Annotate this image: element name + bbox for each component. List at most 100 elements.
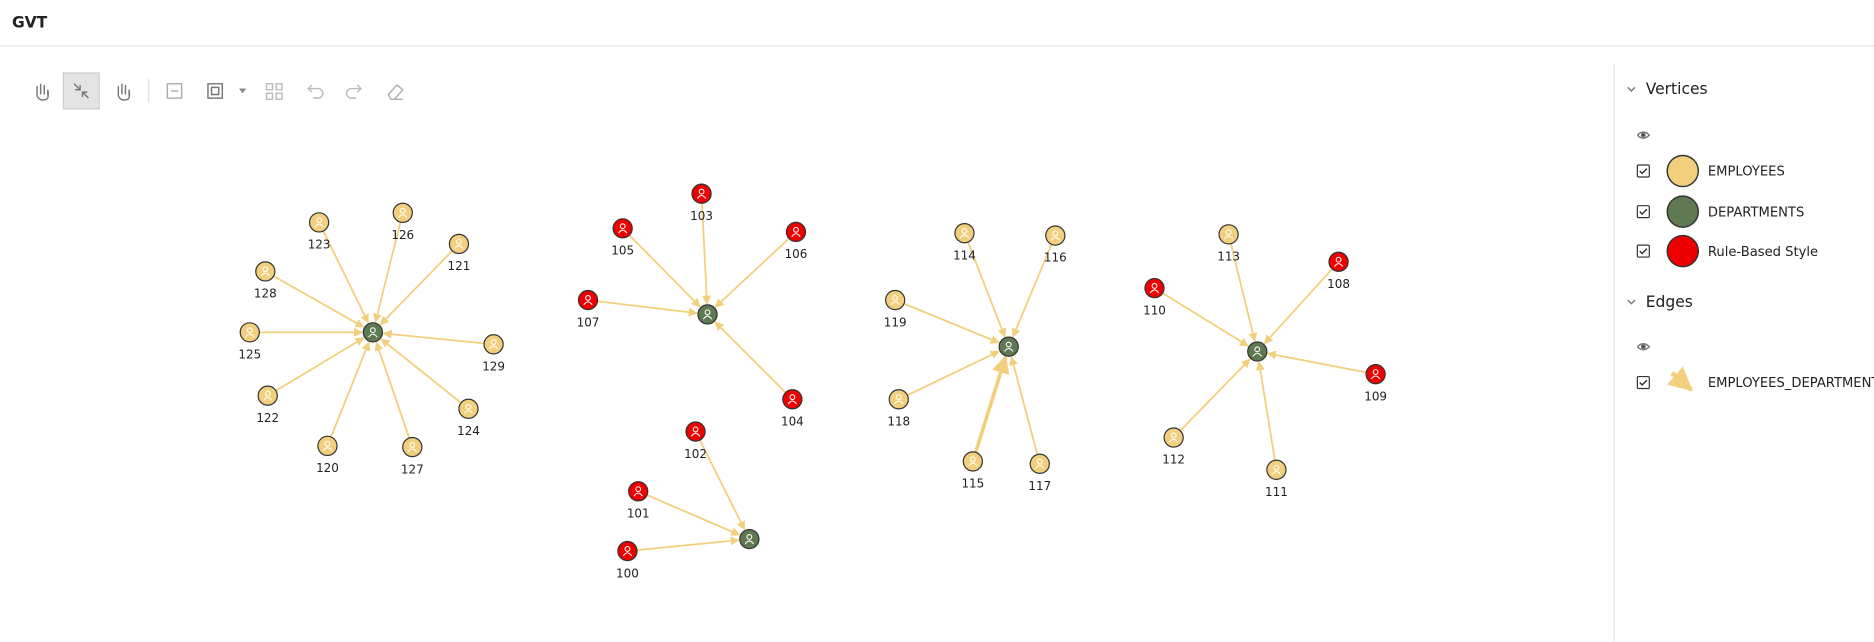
edge[interactable] [330, 341, 371, 438]
edge[interactable] [903, 302, 1000, 344]
pan-button[interactable] [36, 83, 49, 101]
edge[interactable] [646, 494, 741, 536]
vertex[interactable] [954, 222, 975, 244]
edges-heading: Edges [1646, 293, 1693, 311]
vertices-visibility[interactable] [1636, 131, 1651, 139]
vertex[interactable] [782, 389, 803, 410]
edge[interactable] [374, 341, 411, 439]
vertex[interactable] [1144, 277, 1165, 299]
vertex[interactable] [888, 389, 909, 410]
vertex[interactable] [1328, 251, 1349, 272]
vertex-label: 113 [1217, 250, 1240, 264]
edge[interactable] [382, 329, 485, 345]
vertex[interactable] [885, 289, 906, 311]
collapse-button[interactable] [166, 83, 183, 99]
edge[interactable] [273, 275, 365, 328]
vertex-label: 124 [457, 424, 480, 438]
vertex[interactable] [362, 322, 384, 343]
edge[interactable] [1179, 358, 1251, 432]
edge[interactable] [967, 241, 1007, 338]
vertex-label: 127 [401, 462, 424, 476]
vertex[interactable] [785, 221, 807, 243]
select-button[interactable] [117, 83, 131, 101]
edge[interactable] [701, 203, 712, 305]
vertex-icon-head [1151, 283, 1158, 289]
vertex-icon-body [1169, 438, 1179, 443]
group-button[interactable] [265, 83, 283, 101]
vertex[interactable] [255, 261, 276, 282]
edge[interactable] [322, 230, 369, 324]
vertex[interactable] [1218, 224, 1239, 245]
undo-button[interactable] [307, 84, 324, 99]
vertex[interactable] [1029, 453, 1050, 474]
vertex[interactable] [998, 336, 1019, 357]
edge[interactable] [906, 350, 1000, 396]
edges-chevron[interactable] [1627, 299, 1636, 305]
layout-dropdown[interactable] [239, 88, 247, 94]
vertex[interactable] [257, 385, 278, 406]
checkbox[interactable] [1636, 164, 1650, 178]
vertex[interactable] [577, 289, 599, 311]
vertex[interactable] [1163, 427, 1184, 448]
edge[interactable] [379, 250, 453, 326]
checkbox-tick [1639, 168, 1648, 175]
edge[interactable] [628, 234, 701, 308]
edge[interactable] [1011, 244, 1053, 338]
vertex[interactable] [1045, 225, 1066, 246]
vertex-icon-body [968, 462, 978, 467]
vertex[interactable] [308, 212, 330, 233]
vertex-label: 108 [1327, 277, 1350, 291]
edge[interactable] [275, 337, 365, 392]
edge[interactable] [714, 321, 787, 394]
vertex[interactable] [697, 304, 718, 325]
clear-button[interactable] [387, 83, 404, 101]
vertex[interactable] [239, 322, 260, 343]
vertex[interactable] [691, 183, 712, 204]
vertex[interactable] [962, 451, 984, 472]
vertex[interactable] [317, 435, 338, 457]
vertex-icon-body [633, 492, 643, 497]
vertex-icon-head [262, 266, 269, 273]
checkbox[interactable] [1636, 375, 1650, 390]
vertex-icon-body [463, 410, 474, 414]
legend-label: EMPLOYEES_DEPARTMENTS [1708, 376, 1874, 391]
vertex[interactable] [628, 481, 649, 502]
vertex[interactable] [1266, 459, 1287, 480]
edge[interactable] [1266, 350, 1367, 374]
vertex-icon-head [961, 228, 968, 234]
vertices-chevron[interactable] [1627, 86, 1636, 92]
vertex-icon-body [398, 214, 408, 218]
redo-button[interactable] [345, 84, 362, 99]
vertex[interactable] [392, 202, 413, 223]
vertex[interactable] [1365, 364, 1386, 385]
edge[interactable] [1230, 243, 1258, 342]
edge[interactable] [1263, 268, 1333, 345]
edge[interactable] [1009, 356, 1039, 455]
fit-button[interactable] [62, 72, 100, 110]
edge[interactable] [380, 338, 462, 404]
edges-visibility[interactable] [1636, 342, 1651, 351]
layout-button[interactable] [207, 83, 224, 99]
vertex[interactable] [1247, 341, 1268, 362]
edge[interactable] [1255, 361, 1276, 461]
vertex[interactable] [685, 421, 706, 442]
vertex[interactable] [448, 233, 470, 255]
vertex[interactable] [483, 334, 504, 355]
edge[interactable] [373, 221, 402, 323]
checkbox[interactable] [1636, 205, 1650, 219]
checkbox[interactable] [1636, 244, 1650, 258]
vertex[interactable] [402, 436, 423, 458]
vertices-heading: Vertices [1646, 80, 1708, 98]
vertex[interactable] [458, 398, 479, 420]
edge[interactable] [1162, 292, 1249, 347]
edge[interactable] [714, 237, 790, 308]
vertex[interactable] [617, 540, 638, 562]
toolbar [36, 72, 404, 110]
vertex[interactable] [612, 218, 633, 239]
vertex[interactable] [739, 528, 760, 550]
edge[interactable] [597, 300, 698, 317]
edge[interactable] [699, 439, 746, 531]
legend-swatch [1666, 195, 1700, 228]
edge[interactable] [636, 536, 740, 552]
edge[interactable] [973, 355, 1010, 453]
